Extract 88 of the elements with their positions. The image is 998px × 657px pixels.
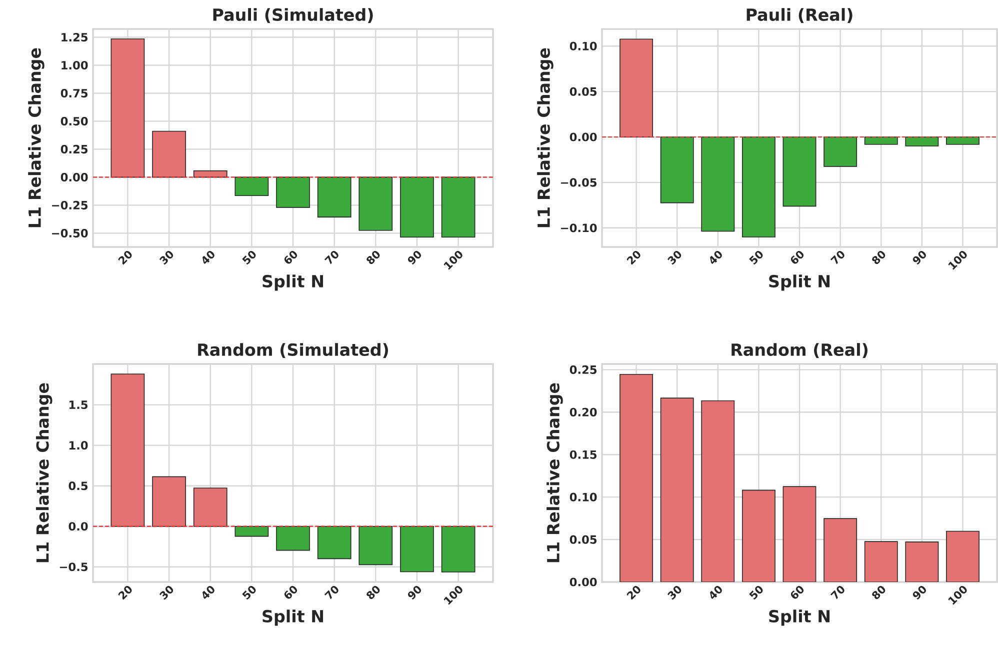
x-tick-label: 90 — [912, 586, 926, 600]
y-tick-label: 0.5 — [68, 482, 88, 490]
x-axis-title: Split N — [769, 274, 830, 291]
y-axis-title: L1 Relative Change — [537, 48, 554, 228]
x-tick-label: 70 — [830, 250, 844, 264]
x-tick-label: 80 — [872, 250, 886, 264]
y-axis-title: L1 Relative Change — [36, 383, 52, 562]
chart-title: Pauli (Real) — [746, 8, 852, 23]
x-tick-label: 20 — [118, 586, 132, 600]
x-tick-label: 70 — [830, 586, 844, 600]
x-tick-label: 50 — [242, 250, 256, 265]
x-tick-label: 30 — [668, 586, 682, 600]
chart-title: Random (Real) — [732, 343, 868, 358]
x-tick-label: 30 — [159, 250, 174, 265]
x-tick-label: 20 — [626, 586, 640, 600]
bar — [276, 526, 310, 551]
x-tick-label: 90 — [912, 250, 926, 264]
y-axis-title: L1 Relative Change — [28, 48, 44, 228]
y-tick-label: −0.5 — [60, 562, 88, 572]
x-tick-label: 50 — [749, 250, 763, 265]
bar — [400, 526, 434, 572]
x-tick-label: 70 — [324, 586, 338, 600]
x-axis-title: Split N — [769, 610, 830, 626]
x-tick-label: 30 — [160, 586, 174, 600]
bar — [152, 130, 186, 178]
bar — [234, 526, 269, 537]
y-tick-label: −0.05 — [561, 178, 597, 187]
x-tick-label: 60 — [790, 250, 804, 264]
bar — [110, 374, 145, 527]
y-tick-label: 0.20 — [570, 408, 597, 416]
x-tick-label: 60 — [284, 250, 298, 264]
bar — [358, 176, 393, 231]
x-tick-label: 20 — [118, 250, 132, 265]
y-tick-label: 0.10 — [570, 42, 597, 50]
bar — [234, 176, 269, 196]
y-axis-title: L1 Relative Change — [546, 383, 563, 562]
y-tick-label: 0.75 — [60, 88, 88, 98]
x-tick-label: 90 — [408, 586, 421, 600]
chart-title: Pauli (Simulated) — [213, 8, 373, 23]
x-tick-label: 80 — [366, 250, 380, 264]
bar — [276, 176, 310, 208]
bar — [193, 488, 228, 527]
chart-title: Random (Simulated) — [198, 343, 388, 358]
y-tick-label: 1.25 — [62, 32, 88, 42]
y-tick-label: 0.10 — [570, 492, 597, 502]
x-tick-label: 40 — [710, 250, 722, 264]
y-tick-label: 0.0 — [68, 522, 88, 531]
x-axis-title: Split N — [262, 610, 324, 626]
y-tick-label: −0.10 — [561, 224, 597, 232]
y-tick-label: 0.05 — [570, 87, 597, 96]
y-tick-label: 0.00 — [570, 578, 597, 586]
x-tick-label: 30 — [668, 250, 682, 265]
y-tick-label: 0.00 — [570, 132, 597, 142]
bar — [400, 176, 434, 238]
x-tick-label: 50 — [242, 586, 256, 600]
y-tick-label: 1.0 — [69, 441, 88, 450]
bar — [110, 38, 145, 178]
y-tick-label: 1.5 — [69, 400, 88, 410]
y-tick-label: −0.25 — [52, 200, 88, 210]
x-tick-label: 20 — [626, 250, 640, 265]
y-tick-label: 0.25 — [570, 365, 597, 374]
x-tick-label: 40 — [710, 586, 722, 600]
x-tick-label: 40 — [202, 586, 214, 600]
x-tick-label: 60 — [790, 586, 804, 599]
bar — [441, 526, 476, 572]
y-tick-label: 0.05 — [570, 535, 597, 544]
y-tick-label: −0.50 — [52, 228, 88, 238]
bar — [441, 176, 476, 238]
bar — [905, 542, 939, 582]
y-tick-label: 0.50 — [60, 116, 88, 126]
bar — [317, 526, 352, 560]
x-axis-title: Split N — [262, 274, 324, 291]
x-tick-label: 50 — [749, 586, 763, 600]
bar — [358, 526, 393, 566]
bar — [660, 398, 694, 582]
bar — [824, 518, 858, 582]
x-tick-label: 80 — [366, 586, 380, 600]
bar — [152, 476, 186, 527]
bar — [317, 176, 352, 218]
y-tick-label: 0.25 — [60, 144, 88, 154]
x-tick-label: 40 — [202, 250, 214, 264]
x-tick-label: 80 — [872, 586, 886, 600]
y-tick-label: 0.15 — [570, 450, 597, 459]
x-tick-label: 70 — [324, 250, 338, 264]
y-tick-label: 0.00 — [60, 172, 88, 182]
x-tick-label: 90 — [408, 250, 421, 264]
y-tick-label: 1.00 — [62, 60, 88, 70]
x-tick-label: 60 — [284, 586, 298, 599]
